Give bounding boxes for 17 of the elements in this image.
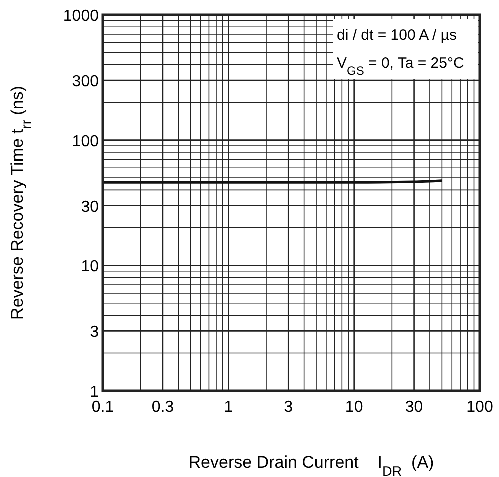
x-tick-label: 0.1: [92, 399, 114, 416]
x-tick-label: 1: [224, 399, 234, 416]
x-tick-label: 0.3: [152, 399, 174, 416]
x-tick-label: 3: [284, 399, 294, 416]
y-tick-label: 1: [90, 384, 100, 401]
y-tick-label: 1000: [63, 8, 100, 25]
annotation: di / dt = 100 A / µs: [337, 27, 457, 44]
y-tick-label: 100: [72, 133, 100, 150]
x-tick-label: 10: [345, 399, 364, 416]
y-tick-label: 3: [90, 324, 100, 342]
x-axis-title: Reverse Drain Current I$_{DR}$ (A): [188, 453, 434, 477]
y-tick-label: 30: [81, 198, 100, 216]
annotation: V$_{GS}$ = 0, Ta = 25°C: [337, 55, 464, 78]
y-tick-label: 300: [72, 74, 100, 91]
y-tick-label: 10: [81, 258, 100, 276]
x-tick-label: 100: [466, 399, 494, 416]
x-tick-label: 30: [405, 399, 424, 416]
